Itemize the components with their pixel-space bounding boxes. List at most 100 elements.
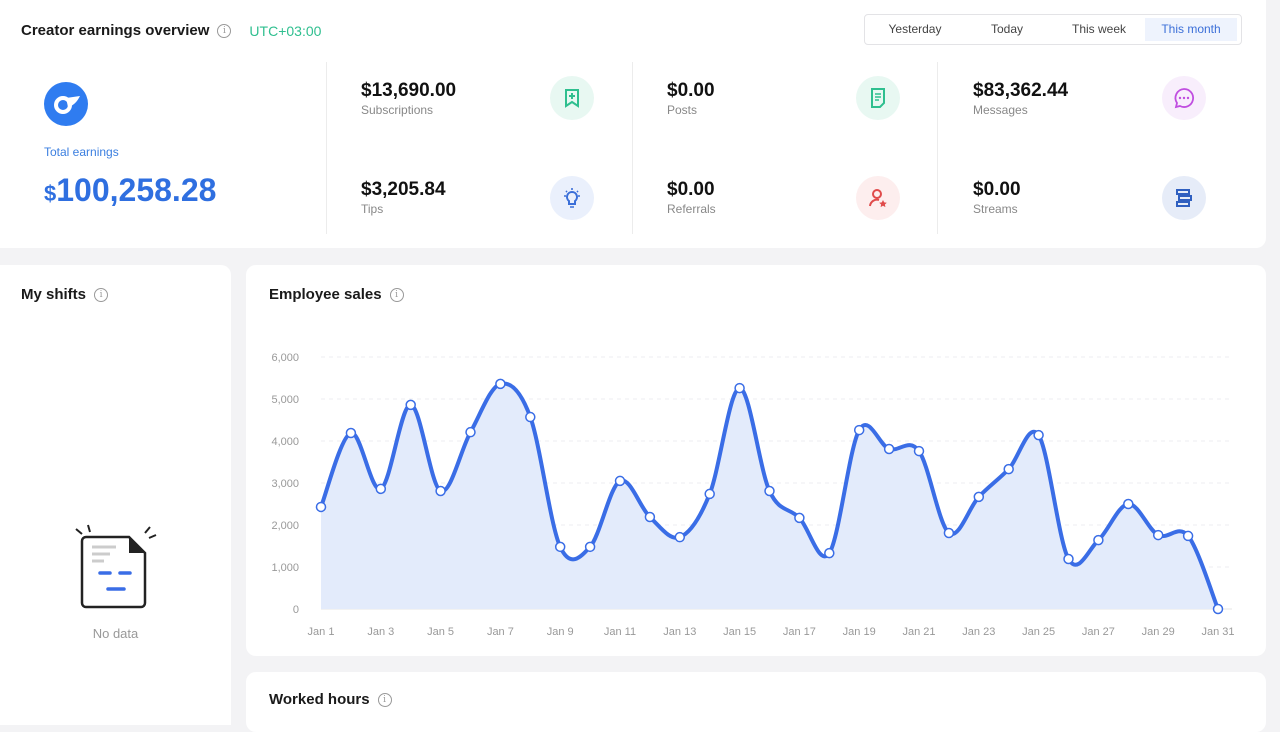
- my-shifts-card: My shifts i No data: [0, 265, 231, 725]
- data-point-jan-10: [584, 541, 596, 553]
- info-icon[interactable]: i: [94, 287, 109, 302]
- data-point-jan-3: [375, 483, 387, 495]
- overview-title-row: Creator earnings overview i UTC+03:00: [21, 22, 321, 39]
- y-tick-label: 1,000: [271, 562, 299, 574]
- info-icon[interactable]: i: [377, 692, 392, 707]
- stat-value: $0.00: [973, 179, 1021, 200]
- stat-label: Referrals: [667, 202, 716, 216]
- lightbulb-icon: [550, 176, 594, 220]
- range-today[interactable]: Today: [990, 22, 1024, 36]
- stat-value: $3,205.84: [361, 179, 446, 200]
- data-point-jan-12: [644, 511, 656, 523]
- x-tick-label: Jan 17: [783, 626, 816, 638]
- stat-label: Posts: [667, 103, 698, 117]
- total-earnings-label: Total earnings: [44, 145, 119, 159]
- employee-sales-chart: 0 1,000 2,000 3,000 4,000 5,000 6,000 Jan 1 Jan …: [271, 352, 1234, 638]
- data-point-jan-27: [1093, 534, 1104, 546]
- stat-subscriptions: $13,690.00 Subscriptions: [361, 80, 456, 117]
- shifts-title: My shifts: [21, 286, 87, 303]
- sales-title: Employee sales: [269, 286, 382, 303]
- data-point-jan-22: [943, 527, 955, 539]
- x-tick-label: Jan 5: [427, 626, 454, 638]
- y-tick-label: 0: [293, 604, 299, 616]
- employee-sales-card: Employee sales i 0 1,000 2,000 3,000 4,000 5,…: [246, 265, 1266, 656]
- timezone-label: UTC+03:00: [249, 22, 322, 39]
- data-point-jan-24: [1003, 463, 1014, 475]
- data-point-jan-9: [554, 541, 566, 553]
- x-tick-label: Jan 11: [604, 626, 636, 638]
- divider: [326, 62, 327, 234]
- stat-tips: $3,205.84 Tips: [361, 179, 446, 216]
- data-point-jan-18: [824, 547, 835, 559]
- x-tick-label: Jan 29: [1142, 626, 1175, 638]
- stat-messages: $83,362.44 Messages: [973, 80, 1068, 117]
- data-point-jan-30: [1182, 530, 1194, 542]
- y-tick-label: 3,000: [271, 478, 299, 490]
- data-point-jan-11: [614, 475, 626, 487]
- overview-title: Creator earnings overview: [21, 22, 210, 39]
- data-point-jan-8: [525, 411, 536, 423]
- no-data-illustration-icon: [75, 524, 157, 609]
- stat-label: Messages: [973, 103, 1028, 117]
- range-this-week[interactable]: This week: [1071, 22, 1127, 36]
- total-earnings-value: $100,258.28: [44, 172, 217, 208]
- data-point-jan-14: [704, 488, 715, 500]
- divider: [937, 62, 938, 234]
- y-tick-label: 6,000: [271, 352, 299, 364]
- data-point-jan-16: [764, 485, 775, 497]
- x-tick-label: Jan 31: [1201, 626, 1234, 638]
- info-icon[interactable]: i: [389, 287, 404, 302]
- stat-value: $0.00: [667, 80, 715, 101]
- x-tick-label: Jan 13: [663, 626, 696, 638]
- stat-value: $0.00: [667, 179, 715, 200]
- stat-label: Streams: [973, 202, 1018, 216]
- x-tick-label: Jan 23: [962, 626, 995, 638]
- stat-value: $83,362.44: [973, 80, 1069, 101]
- y-tick-label: 4,000: [271, 436, 299, 448]
- x-tick-label: Jan 21: [902, 626, 935, 638]
- data-point-jan-7: [495, 378, 506, 390]
- user-star-icon: [856, 176, 900, 220]
- data-point-jan-20: [883, 443, 895, 455]
- data-point-jan-1: [315, 501, 327, 513]
- stat-label: Subscriptions: [361, 103, 434, 117]
- data-point-jan-13: [674, 531, 686, 543]
- data-point-jan-2: [345, 427, 357, 439]
- data-point-jan-17: [794, 512, 805, 524]
- stat-label: Tips: [361, 202, 384, 216]
- bookmark-plus-icon: [550, 76, 594, 120]
- stat-streams: $0.00 Streams: [973, 179, 1021, 216]
- document-icon: [856, 76, 900, 120]
- sales-line: [319, 381, 1220, 610]
- no-data-text: No data: [92, 626, 139, 641]
- y-tick-label: 2,000: [271, 520, 299, 532]
- data-point-jan-21: [913, 445, 925, 457]
- date-range-selector: Yesterday Today This week This month: [864, 14, 1242, 45]
- x-tick-label: Jan 19: [843, 626, 876, 638]
- x-tick-label: Jan 9: [547, 626, 574, 638]
- hours-title: Worked hours: [269, 691, 370, 708]
- x-tick-label: Jan 25: [1022, 626, 1055, 638]
- data-point-jan-19: [853, 424, 865, 436]
- stat-posts: $0.00 Posts: [667, 80, 715, 117]
- stat-value: $13,690.00: [361, 80, 457, 101]
- data-point-jan-28: [1123, 498, 1134, 510]
- x-tick-label: Jan 15: [723, 626, 756, 638]
- data-point-jan-15: [734, 382, 745, 394]
- y-tick-label: 5,000: [271, 394, 299, 406]
- data-point-jan-26: [1063, 553, 1074, 565]
- data-point-jan-31: [1212, 603, 1224, 615]
- chat-bubble-icon: [1162, 76, 1206, 120]
- data-point-jan-29: [1152, 529, 1164, 541]
- info-icon[interactable]: i: [217, 23, 232, 38]
- range-this-month[interactable]: This month: [1145, 18, 1237, 41]
- worked-hours-card: Worked hours i: [246, 672, 1266, 732]
- data-point-jan-4: [405, 399, 416, 411]
- range-yesterday[interactable]: Yesterday: [888, 22, 942, 36]
- data-point-jan-23: [973, 491, 985, 503]
- data-point-jan-6: [465, 426, 476, 438]
- x-tick-label: Jan 3: [367, 626, 394, 638]
- divider: [632, 62, 633, 234]
- x-tick-label: Jan 27: [1082, 626, 1115, 638]
- data-point-jan-25: [1033, 429, 1044, 441]
